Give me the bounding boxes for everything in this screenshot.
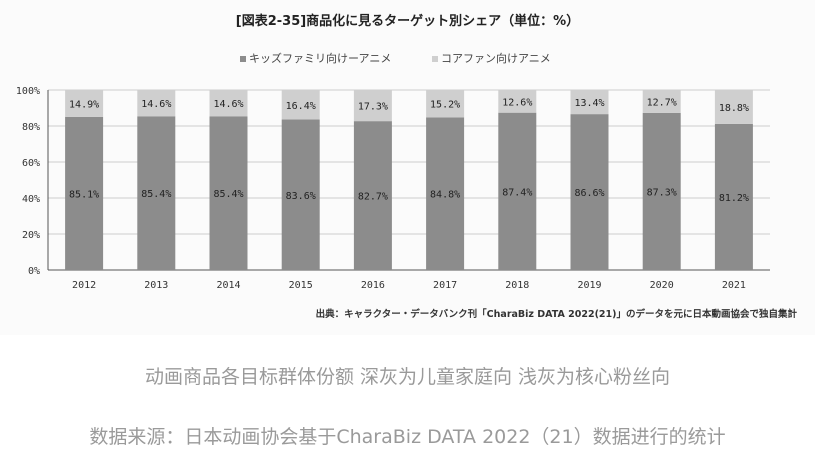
x-tick-label: 2021 xyxy=(722,280,746,291)
chart: [図表2-35]商品化に見るターゲット別シェア（単位：%） キッズファミリ向けー… xyxy=(15,14,797,320)
data-label: 81.2% xyxy=(719,193,749,204)
x-tick-label: 2019 xyxy=(577,280,601,291)
x-tick-label: 2013 xyxy=(144,280,168,291)
bar-segment xyxy=(209,116,248,270)
bar-segment xyxy=(65,90,104,117)
data-label: 85.4% xyxy=(213,189,243,200)
data-label: 85.4% xyxy=(141,189,171,200)
data-label: 14.6% xyxy=(213,99,243,110)
bar-segment xyxy=(353,90,392,122)
x-tick-label: 2018 xyxy=(505,280,529,291)
x-tick-label: 2016 xyxy=(361,280,385,291)
bar-segment xyxy=(642,112,681,270)
legend-item-kids: キッズファミリ向けーアニメ xyxy=(240,50,391,66)
chart-title: [図表2-35]商品化に見るターゲット別シェア（単位：%） xyxy=(235,14,580,29)
data-label: 83.6% xyxy=(286,191,316,202)
legend-swatch xyxy=(432,56,438,62)
y-tick-label: 80% xyxy=(22,122,40,133)
data-label: 12.6% xyxy=(502,97,532,108)
bar-segment xyxy=(642,90,681,113)
data-label: 15.2% xyxy=(430,100,460,111)
data-label: 16.4% xyxy=(286,101,316,112)
bar-segment xyxy=(65,116,104,270)
data-label: 12.7% xyxy=(647,97,677,108)
caption-line1: 动画商品各目标群体份额 深灰为儿童家庭向 浅灰为核心粉丝向 xyxy=(144,366,671,388)
data-label: 82.7% xyxy=(358,192,388,203)
bar-segment xyxy=(137,116,176,270)
x-tick-label: 2020 xyxy=(650,280,674,291)
bar-segment xyxy=(570,114,609,271)
bar-segment xyxy=(281,119,320,271)
x-tick-label: 2017 xyxy=(433,280,457,291)
bar-segment xyxy=(570,90,609,115)
x-tick-label: 2012 xyxy=(72,280,96,291)
y-tick-label: 60% xyxy=(22,158,40,169)
data-label: 14.9% xyxy=(69,99,99,110)
y-tick-label: 20% xyxy=(22,230,40,241)
y-tick-label: 100% xyxy=(16,86,40,97)
y-tick-label: 0% xyxy=(28,266,40,277)
data-label: 18.8% xyxy=(719,103,749,114)
bar-segment xyxy=(281,90,320,120)
data-label: 17.3% xyxy=(358,102,388,113)
legend-swatch xyxy=(240,56,246,62)
data-label: 86.6% xyxy=(574,188,604,199)
bar-segment xyxy=(714,123,753,270)
source-note: 出典：キャラクター・データバンク刊「CharaBiz DATA 2022(21)… xyxy=(315,309,797,320)
bar-segment xyxy=(426,90,465,118)
bar-segment xyxy=(426,117,465,270)
legend-label: キッズファミリ向けーアニメ xyxy=(249,52,392,65)
data-label: 85.1% xyxy=(69,189,99,200)
plot-area: 0% 20% 40% 60% 80% 100% 85.1% 14.9% 2012 85.4% 14.… xyxy=(16,86,770,291)
x-tick-label: 2014 xyxy=(216,280,240,291)
data-label: 14.6% xyxy=(141,99,171,110)
legend-label: コアファン向けアニメ xyxy=(441,52,551,65)
bar-segment xyxy=(714,90,753,124)
y-tick-label: 40% xyxy=(22,194,40,205)
caption-line2: 数据来源：日本动画协会基于CharaBiz DATA 2022（21）数据进行的… xyxy=(89,426,726,448)
bar-segment xyxy=(498,112,537,271)
bar-segment xyxy=(498,90,537,113)
bar-segment xyxy=(209,90,248,117)
x-tick-label: 2015 xyxy=(289,280,313,291)
data-label: 13.4% xyxy=(574,98,604,109)
data-label: 87.3% xyxy=(647,187,677,198)
legend-item-core: コアファン向けアニメ xyxy=(432,50,551,66)
data-label: 87.4% xyxy=(502,187,532,198)
bar-segment xyxy=(137,90,176,117)
bar-segment xyxy=(353,121,392,270)
data-label: 84.8% xyxy=(430,190,460,201)
